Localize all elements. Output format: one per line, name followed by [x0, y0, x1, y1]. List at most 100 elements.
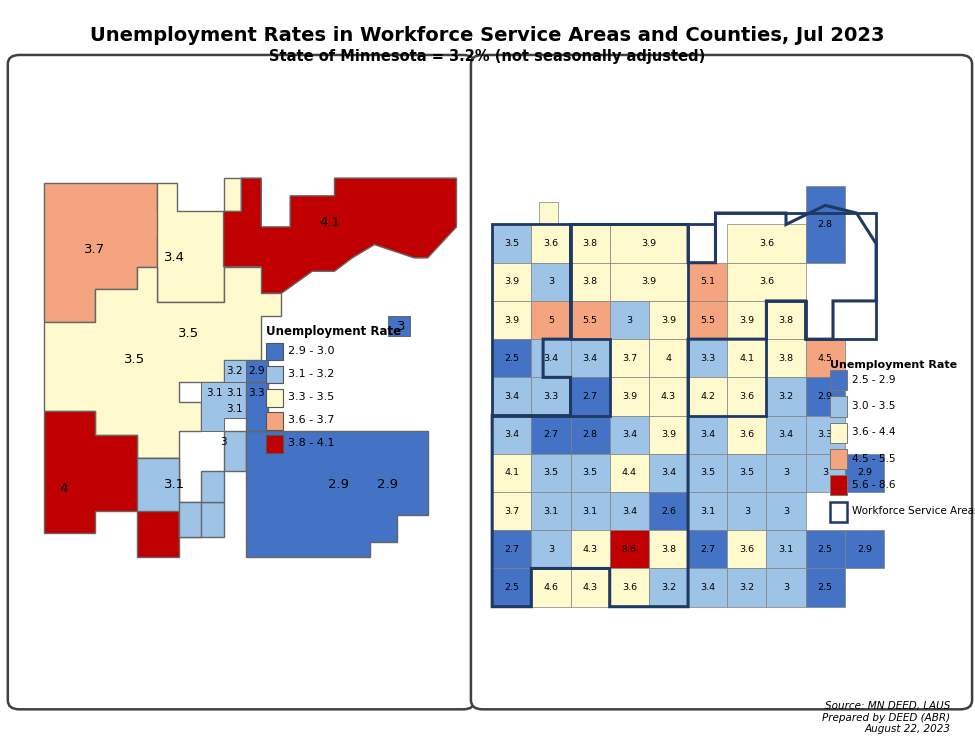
- Text: 3.6: 3.6: [739, 430, 755, 439]
- Bar: [805, 569, 844, 607]
- Text: 3.9: 3.9: [661, 316, 676, 325]
- Bar: [727, 301, 766, 339]
- Text: 3.8: 3.8: [778, 354, 794, 363]
- Bar: [570, 301, 609, 339]
- Bar: [570, 530, 609, 569]
- Bar: [492, 416, 531, 454]
- Text: 2.9: 2.9: [818, 392, 833, 401]
- Bar: [609, 377, 649, 416]
- Text: 3.8: 3.8: [582, 239, 598, 248]
- Bar: [570, 569, 609, 607]
- Polygon shape: [157, 178, 261, 302]
- Text: 3.4: 3.4: [164, 252, 185, 264]
- Text: 5.5: 5.5: [583, 316, 598, 325]
- Text: 3.6: 3.6: [622, 583, 637, 592]
- Text: 5.5: 5.5: [700, 316, 715, 325]
- Text: 3.4: 3.4: [543, 354, 559, 363]
- Bar: [805, 339, 844, 377]
- Text: 2.7: 2.7: [504, 545, 520, 554]
- Text: 4.5 - 5.5: 4.5 - 5.5: [852, 453, 895, 464]
- Polygon shape: [44, 411, 179, 557]
- Text: 3.4: 3.4: [700, 583, 716, 592]
- Bar: [266, 366, 283, 383]
- Bar: [492, 492, 531, 530]
- Text: 3.9: 3.9: [622, 392, 637, 401]
- Text: 4.4: 4.4: [622, 468, 637, 477]
- Text: 5.6 - 8.6: 5.6 - 8.6: [852, 480, 895, 490]
- Bar: [727, 339, 766, 377]
- Text: 3.1: 3.1: [700, 507, 716, 516]
- Bar: [609, 339, 649, 377]
- Text: 3.8: 3.8: [778, 316, 794, 325]
- Text: Unemployment Rate: Unemployment Rate: [831, 360, 957, 370]
- Text: Unemployment Rate: Unemployment Rate: [266, 325, 401, 338]
- Text: 3.8: 3.8: [582, 277, 598, 286]
- Text: 2.7: 2.7: [543, 430, 559, 439]
- Text: 2.7: 2.7: [583, 392, 598, 401]
- Polygon shape: [202, 382, 246, 431]
- Text: 3.9: 3.9: [661, 430, 676, 439]
- Bar: [766, 569, 805, 607]
- Text: 4.3: 4.3: [582, 583, 598, 592]
- Bar: [766, 339, 805, 377]
- Bar: [688, 492, 727, 530]
- Bar: [649, 377, 688, 416]
- Text: 3.6: 3.6: [543, 239, 559, 248]
- Text: 3: 3: [220, 437, 227, 447]
- Bar: [766, 530, 805, 569]
- Bar: [531, 530, 570, 569]
- Text: 2.9: 2.9: [857, 545, 872, 554]
- Text: 5: 5: [548, 316, 554, 325]
- Bar: [609, 492, 649, 530]
- Bar: [831, 475, 847, 495]
- Text: 3.5: 3.5: [582, 468, 598, 477]
- Bar: [805, 416, 844, 454]
- Bar: [570, 492, 609, 530]
- Text: 3.7: 3.7: [85, 242, 105, 255]
- Bar: [766, 301, 805, 339]
- Bar: [766, 377, 805, 416]
- Text: 3.1: 3.1: [778, 545, 794, 554]
- Bar: [766, 454, 805, 492]
- Bar: [688, 263, 727, 301]
- Text: 3.1: 3.1: [207, 389, 223, 398]
- Polygon shape: [246, 360, 268, 382]
- Bar: [805, 186, 844, 263]
- Text: 3.8: 3.8: [661, 545, 676, 554]
- Bar: [831, 501, 847, 522]
- Bar: [688, 301, 727, 339]
- Text: State of Minnesota = 3.2% (not seasonally adjusted): State of Minnesota = 3.2% (not seasonall…: [269, 49, 706, 64]
- Text: 3.5: 3.5: [124, 353, 145, 367]
- Text: Workforce Service Areas: Workforce Service Areas: [852, 506, 975, 516]
- Bar: [531, 454, 570, 492]
- Bar: [649, 569, 688, 607]
- Text: 5.1: 5.1: [700, 277, 715, 286]
- Polygon shape: [246, 431, 428, 557]
- Bar: [531, 377, 570, 416]
- Bar: [727, 454, 766, 492]
- Bar: [531, 492, 570, 530]
- Text: 3.1: 3.1: [226, 404, 243, 413]
- Bar: [727, 416, 766, 454]
- Bar: [609, 263, 688, 301]
- Text: 3: 3: [822, 468, 828, 477]
- Text: 3.4: 3.4: [622, 430, 637, 439]
- Text: 2.9: 2.9: [377, 477, 398, 491]
- Text: 3.6: 3.6: [739, 392, 755, 401]
- Bar: [266, 343, 283, 361]
- Text: 3: 3: [626, 316, 633, 325]
- Bar: [531, 339, 570, 377]
- Text: 3: 3: [548, 277, 554, 286]
- Text: 2.5: 2.5: [504, 354, 520, 363]
- Bar: [727, 263, 805, 301]
- Bar: [492, 569, 531, 607]
- Text: 4.1: 4.1: [504, 468, 520, 477]
- Text: 3.9: 3.9: [642, 239, 656, 248]
- Bar: [831, 370, 847, 390]
- Text: Source: MN DEED, LAUS
Prepared by DEED (ABR)
August 22, 2023: Source: MN DEED, LAUS Prepared by DEED (…: [823, 701, 951, 734]
- Text: 3: 3: [397, 320, 406, 333]
- Text: 3.6: 3.6: [739, 545, 755, 554]
- Bar: [609, 301, 649, 339]
- Text: 3.4: 3.4: [582, 354, 598, 363]
- Bar: [570, 454, 609, 492]
